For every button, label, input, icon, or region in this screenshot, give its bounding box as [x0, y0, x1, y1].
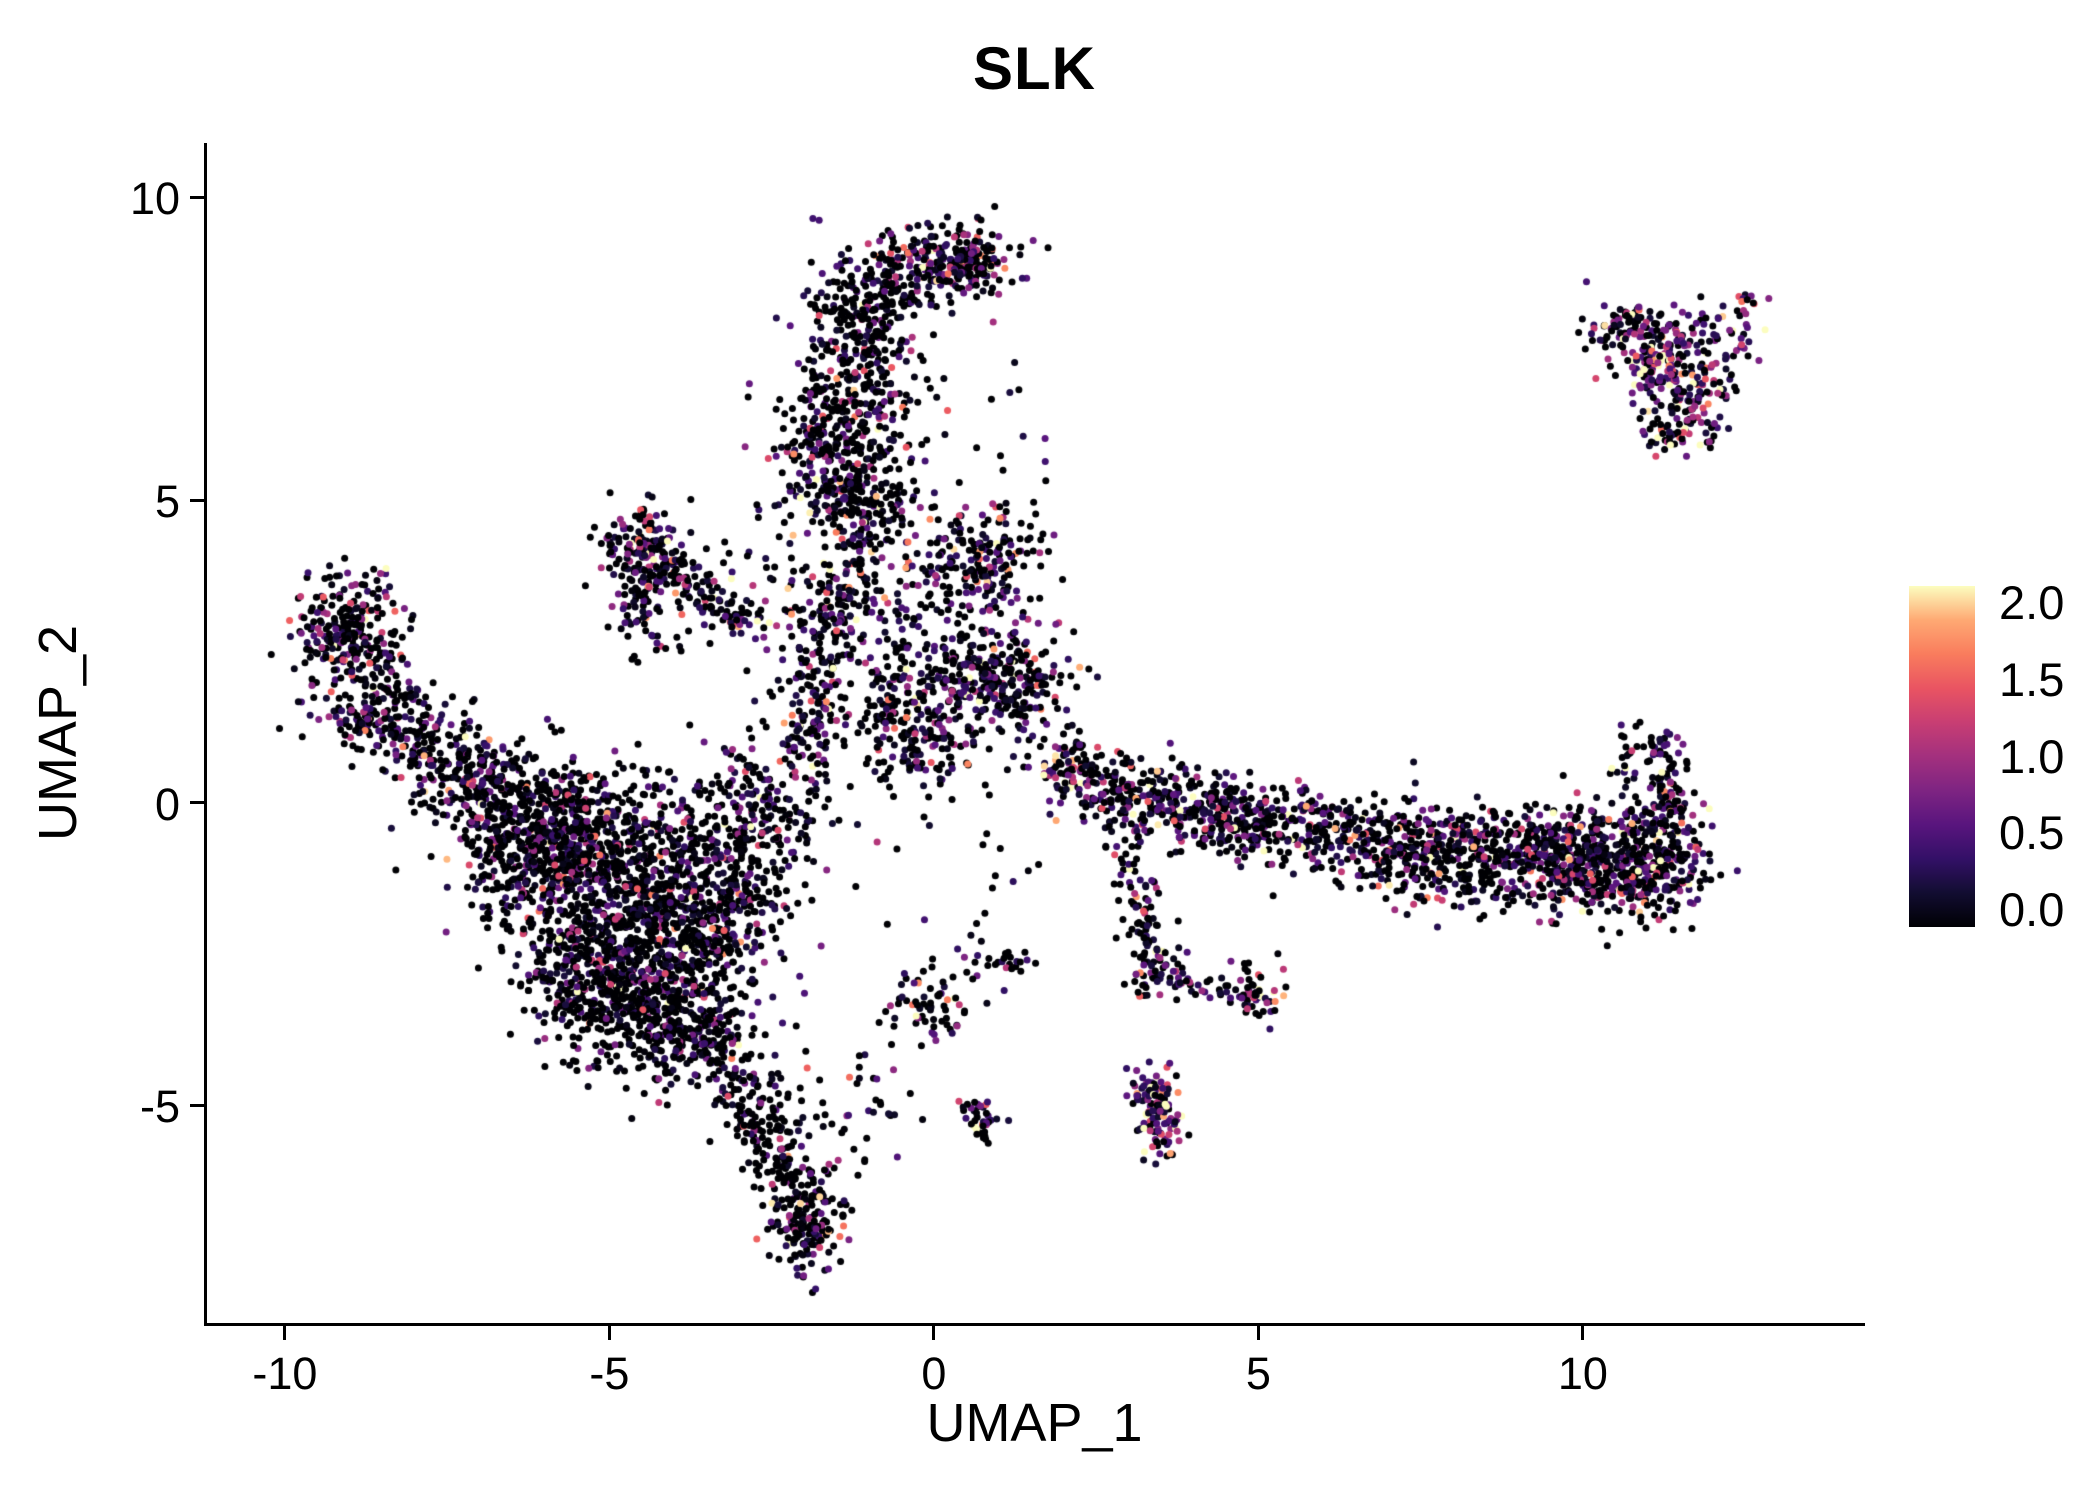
- y-tick-label: 10: [129, 173, 180, 225]
- colorbar-gradient: [1909, 586, 1975, 927]
- y-tick-mark: [190, 801, 204, 805]
- plot-title: SLK: [973, 35, 1096, 102]
- x-tick-label: 5: [1245, 1348, 1271, 1399]
- x-tick-label: -10: [252, 1348, 318, 1399]
- y-tick-label: 0: [154, 778, 180, 830]
- legend-tick-label: 2.0: [1999, 576, 2065, 630]
- x-tick-label: -5: [589, 1348, 630, 1399]
- x-axis-line: [204, 1323, 1865, 1326]
- legend-tick-label: 1.5: [1999, 652, 2065, 706]
- x-tick-mark: [607, 1326, 611, 1340]
- x-tick-mark: [932, 1326, 936, 1340]
- legend-tick-label: 0.5: [1999, 806, 2065, 860]
- x-tick-mark: [283, 1326, 287, 1340]
- plot-panel: [207, 143, 1862, 1323]
- scatter-canvas: [207, 143, 1862, 1323]
- y-tick-mark: [190, 498, 204, 502]
- y-tick-label: 5: [154, 476, 180, 528]
- legend-tick-label: 1.0: [1999, 729, 2065, 783]
- y-axis-line: [204, 143, 207, 1326]
- legend-tick-label: 0.0: [1999, 882, 2065, 936]
- x-tick-label: 0: [921, 1348, 947, 1399]
- y-tick-mark: [190, 195, 204, 199]
- y-tick-mark: [190, 1103, 204, 1107]
- y-tick-label: -5: [139, 1081, 180, 1133]
- x-tick-label: 10: [1557, 1348, 1608, 1399]
- x-axis-title: UMAP_1: [926, 1393, 1143, 1453]
- x-tick-mark: [1256, 1326, 1260, 1340]
- x-tick-mark: [1581, 1326, 1585, 1340]
